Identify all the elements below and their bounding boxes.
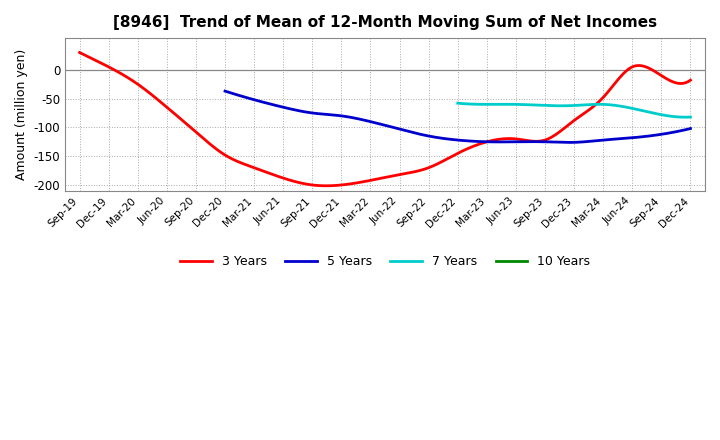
Y-axis label: Amount (million yen): Amount (million yen): [15, 49, 28, 180]
Title: [8946]  Trend of Mean of 12-Month Moving Sum of Net Incomes: [8946] Trend of Mean of 12-Month Moving …: [113, 15, 657, 30]
Legend: 3 Years, 5 Years, 7 Years, 10 Years: 3 Years, 5 Years, 7 Years, 10 Years: [175, 250, 595, 273]
